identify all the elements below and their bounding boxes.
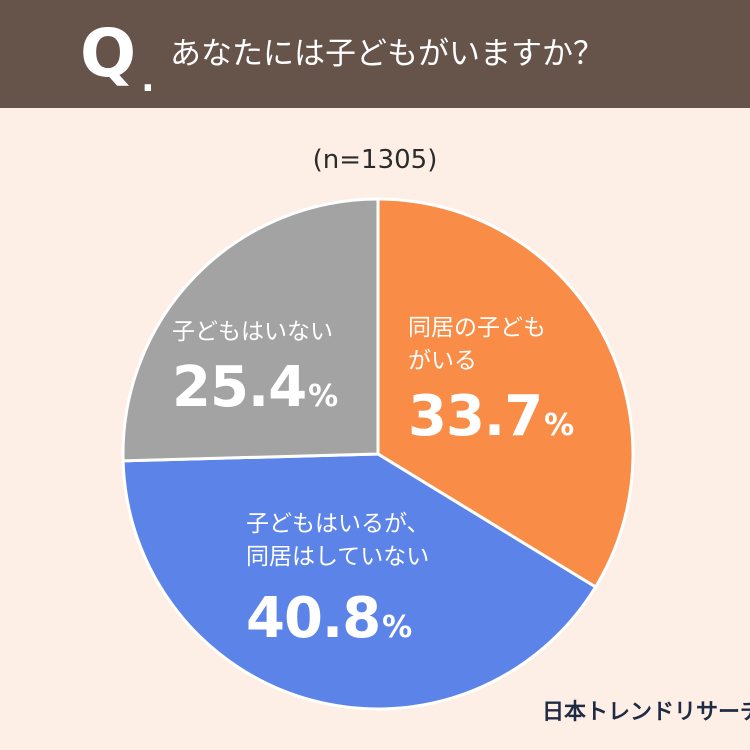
slice-percent: 40.8% [246,588,430,650]
slice-label-living-with-children: 同居の子ども がいる 33.7% [408,312,574,448]
pie-slice-living-with-children [376,197,635,589]
slice-unit: % [382,610,413,645]
slice-name-line: 子どもはいるが、 [246,511,430,537]
question-header: Q . あなたには子どもがいますか？ [0,0,750,108]
slice-value: 33.7 [408,384,543,449]
sample-size: (n=1305) [312,145,438,175]
brand-logo-text: 日本トレンドリサーチ [542,700,750,725]
slice-unit: % [544,408,575,443]
slice-name-line: がいる [408,348,477,374]
q-mark: Q [80,15,137,92]
slice-percent: 25.4% [172,357,338,419]
question-text: あなたには子どもがいますか？ [170,36,604,72]
slice-unit: % [308,379,339,414]
slice-name-line: 子どもはいない [172,319,333,345]
slice-percent: 33.7% [408,386,574,448]
slice-label-no-children: 子どもはいない 25.4% [172,316,338,419]
q-dot: . [141,59,155,100]
slice-name-line: 同居はしていない [246,544,430,570]
pie-slice-children-not-living-together [121,452,598,711]
slice-name-line: 同居の子ども [408,315,546,341]
slice-value: 40.8 [246,586,381,651]
slice-label-children-not-living-together: 子どもはいるが、 同居はしていない 40.8% [246,508,430,650]
slice-value: 25.4 [172,355,307,420]
pie-slice-no-children [121,197,380,463]
